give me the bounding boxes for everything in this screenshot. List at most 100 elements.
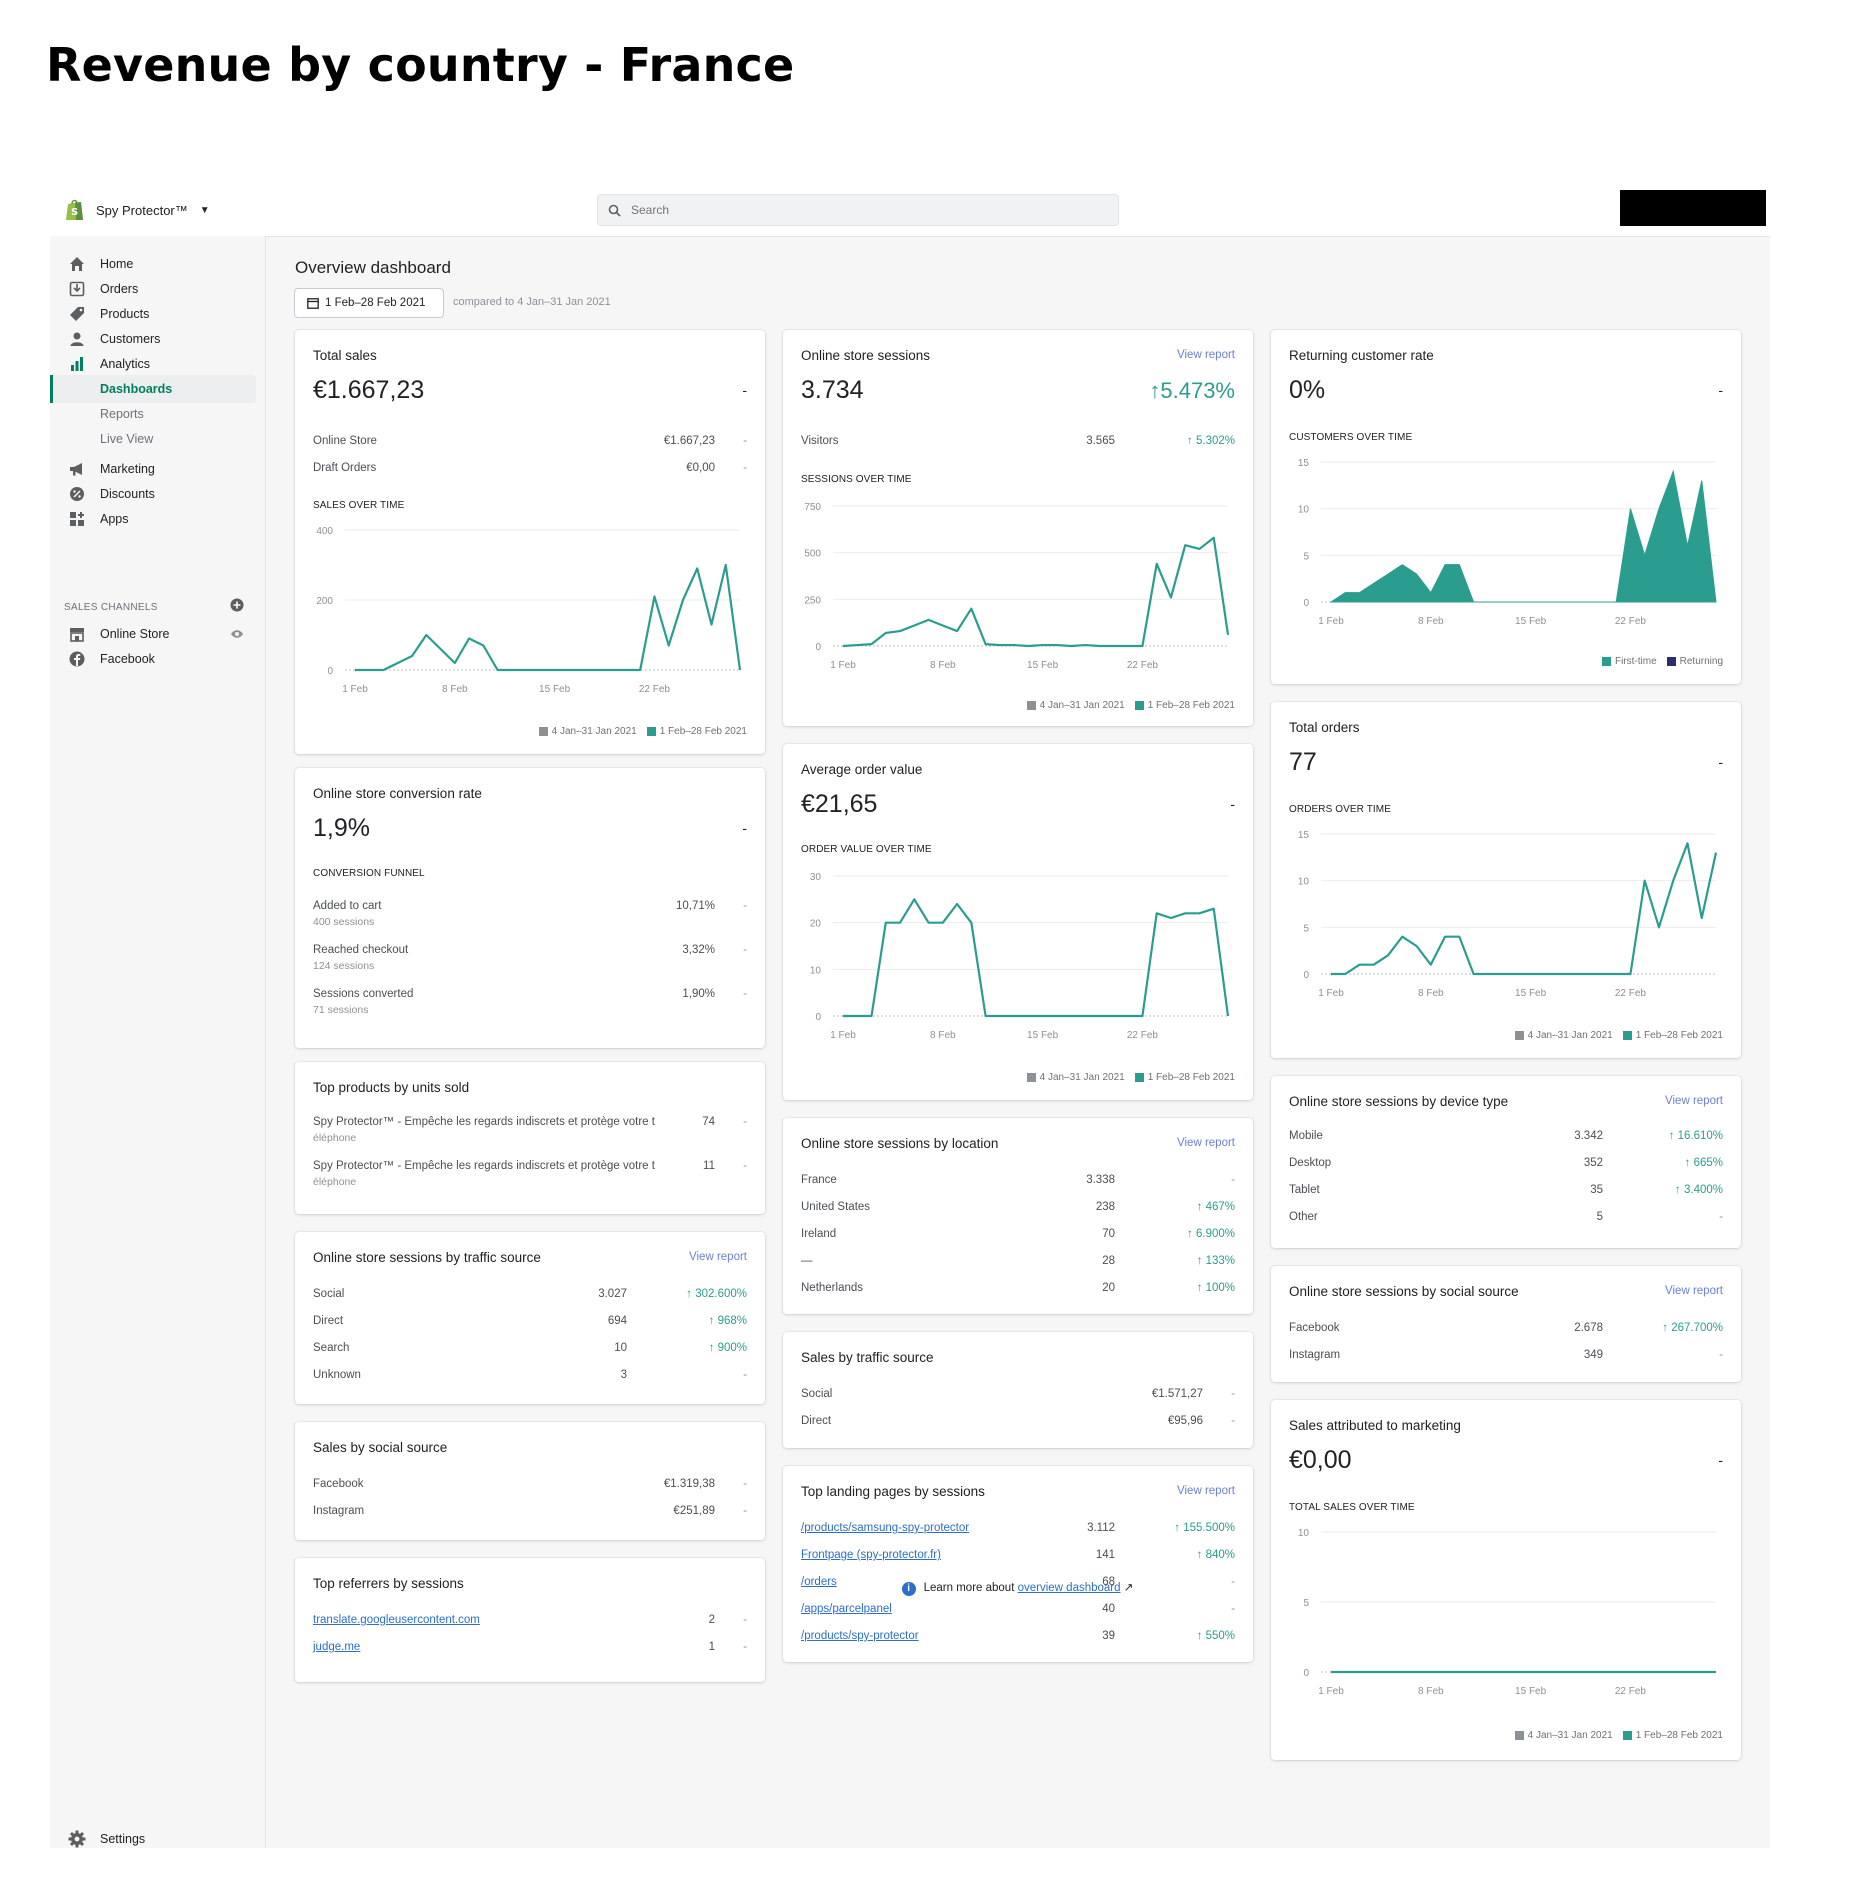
y-tick-label: 500 bbox=[804, 549, 821, 560]
landing-page-link[interactable]: /products/spy-protector bbox=[801, 1630, 919, 1642]
card-traffic-source: Online store sessions by traffic source … bbox=[295, 1232, 765, 1404]
total-sales-over-time-chart: 0 5 10 1 Feb 8 Feb 15 Feb 22 Feb bbox=[1298, 1528, 1716, 1697]
table-row: Netherlands 20 ↑ 100% bbox=[801, 1282, 1235, 1294]
x-tick-label: 1 Feb bbox=[830, 1030, 856, 1041]
page-title: Overview dashboard bbox=[295, 258, 451, 277]
table-row: judge.me 1- bbox=[313, 1641, 747, 1653]
table-row: Tablet 35 ↑ 3.400% bbox=[1289, 1184, 1723, 1196]
y-tick-label: 10 bbox=[1298, 505, 1310, 516]
chevron-down-icon: ▼ bbox=[199, 204, 210, 216]
x-tick-label: 8 Feb bbox=[1418, 1686, 1444, 1697]
series-area bbox=[1329, 469, 1717, 603]
customers-over-time-chart: 0 5 10 15 1 Feb 8 Feb 15 Feb 22 Feb bbox=[1298, 458, 1717, 627]
table-row: /products/spy-protector 39 ↑ 550% bbox=[801, 1630, 1235, 1642]
y-tick-label: 0 bbox=[1303, 970, 1309, 981]
x-tick-label: 15 Feb bbox=[1027, 660, 1059, 671]
card-top-products: Top products by units sold Spy Protector… bbox=[295, 1062, 765, 1214]
landing-page-link[interactable]: /apps/parcelpanel bbox=[801, 1603, 892, 1615]
discount-icon bbox=[68, 485, 86, 503]
view-report-link[interactable]: View report bbox=[1665, 1285, 1723, 1297]
card-sales-attributed-marketing: Sales attributed to marketing €0,00 - TO… bbox=[1271, 1400, 1741, 1760]
table-row: Social €1.571,27- bbox=[801, 1388, 1235, 1400]
card-total-sales: Total sales €1.667,23 - Online Store €1.6… bbox=[295, 330, 765, 754]
search-box[interactable] bbox=[597, 194, 1119, 226]
store-icon bbox=[68, 625, 86, 643]
sidebar-item-facebook[interactable]: Facebook bbox=[50, 645, 256, 673]
view-report-link[interactable]: View report bbox=[689, 1251, 747, 1263]
y-tick-label: 0 bbox=[1303, 598, 1309, 609]
y-tick-label: 5 bbox=[1303, 923, 1309, 934]
x-tick-label: 15 Feb bbox=[1515, 988, 1547, 999]
y-tick-label: 15 bbox=[1298, 830, 1310, 841]
landing-page-link[interactable]: /products/samsung-spy-protector bbox=[801, 1522, 970, 1534]
order-value-over-time-chart: 0 10 20 30 1 Feb 8 Feb 15 Feb 22 Feb bbox=[810, 872, 1230, 1041]
x-tick-label: 8 Feb bbox=[930, 1030, 956, 1041]
sidebar-item-customers[interactable]: Customers bbox=[50, 325, 256, 353]
svg-text:S: S bbox=[71, 207, 78, 218]
table-row: Ireland 70 ↑ 6.900% bbox=[801, 1228, 1235, 1240]
active-indicator bbox=[50, 375, 53, 403]
x-tick-label: 1 Feb bbox=[830, 660, 856, 671]
x-tick-label: 22 Feb bbox=[1127, 660, 1159, 671]
view-report-link[interactable]: View report bbox=[1177, 1137, 1235, 1149]
sales-channels-heading: SALES CHANNELS bbox=[64, 602, 158, 613]
redacted-account-area[interactable] bbox=[1620, 190, 1766, 226]
store-name: Spy Protector™ bbox=[96, 202, 188, 218]
sidebar-item-analytics[interactable]: Analytics bbox=[50, 350, 256, 378]
table-row: Online Store €1.667,23- bbox=[313, 435, 747, 447]
table-row: Direct €95,96- bbox=[801, 1415, 1235, 1427]
y-tick-label: 10 bbox=[810, 965, 822, 976]
sidebar-item-products[interactable]: Products bbox=[50, 300, 256, 328]
sessions-delta: ↑5.473% bbox=[1149, 378, 1235, 403]
table-row: Reached checkout 124 sessions 3,32% - bbox=[313, 944, 747, 972]
page-heading: Revenue by country - France bbox=[46, 38, 795, 92]
sidebar-item-discounts[interactable]: Discounts bbox=[50, 480, 256, 508]
landing-page-link[interactable]: Frontpage (spy-protector.fr) bbox=[801, 1549, 941, 1561]
table-row: Desktop 352 ↑ 665% bbox=[1289, 1157, 1723, 1169]
total-sales-value: €1.667,23 bbox=[313, 376, 425, 404]
table-row: Sessions converted 71 sessions 1,90% - bbox=[313, 988, 747, 1016]
x-tick-label: 8 Feb bbox=[442, 684, 468, 695]
bar-chart-icon bbox=[68, 355, 86, 373]
list-item: Spy Protector™ - Empêche les regards ind… bbox=[313, 1160, 747, 1188]
view-report-link[interactable]: View report bbox=[1665, 1095, 1723, 1107]
landing-page-link[interactable]: /orders bbox=[801, 1576, 837, 1588]
table-row: United States 238 ↑ 467% bbox=[801, 1201, 1235, 1213]
view-report-link[interactable]: View report bbox=[1177, 349, 1235, 361]
sidebar-item-live-view[interactable]: Live View bbox=[100, 432, 154, 446]
sidebar-item-dashboards[interactable]: Dashboards bbox=[50, 375, 256, 403]
x-tick-label: 15 Feb bbox=[1027, 1030, 1059, 1041]
view-report-link[interactable]: View report bbox=[1177, 1485, 1235, 1497]
date-range-picker[interactable]: 1 Feb–28 Feb 2021 bbox=[294, 288, 444, 318]
sidebar-item-orders[interactable]: Orders bbox=[50, 275, 256, 303]
search-icon bbox=[608, 204, 621, 217]
sidebar-item-reports[interactable]: Reports bbox=[100, 407, 144, 421]
sidebar-item-home[interactable]: Home bbox=[50, 250, 256, 278]
table-row: Instagram 349- bbox=[1289, 1349, 1723, 1361]
table-row: Social 3.027 ↑ 302.600% bbox=[313, 1288, 747, 1300]
table-row: Direct 694 ↑ 968% bbox=[313, 1315, 747, 1327]
table-row: translate.googleusercontent.com 2- bbox=[313, 1614, 747, 1626]
store-switcher[interactable]: S Spy Protector™ ▼ bbox=[64, 198, 210, 222]
comparison-period: compared to 4 Jan–31 Jan 2021 bbox=[453, 296, 611, 308]
x-tick-label: 22 Feb bbox=[1127, 1030, 1159, 1041]
sidebar-item-online-store[interactable]: Online Store bbox=[50, 620, 256, 648]
sidebar-item-apps[interactable]: Apps bbox=[50, 505, 256, 533]
table-row: —28 ↑ 133% bbox=[801, 1255, 1235, 1267]
overview-dashboard-link[interactable]: overview dashboard bbox=[1017, 1582, 1121, 1594]
eye-icon[interactable] bbox=[230, 627, 244, 641]
table-row: /apps/parcelpanel 40- bbox=[801, 1603, 1235, 1615]
referrer-link[interactable]: translate.googleusercontent.com bbox=[313, 1614, 480, 1626]
y-tick-label: 400 bbox=[316, 526, 333, 537]
home-icon bbox=[68, 255, 86, 273]
shopify-bag-icon: S bbox=[66, 199, 83, 220]
x-tick-label: 22 Feb bbox=[1615, 988, 1647, 999]
sidebar-item-settings[interactable]: Settings bbox=[50, 1826, 256, 1854]
y-tick-label: 30 bbox=[810, 872, 822, 883]
search-input[interactable] bbox=[629, 202, 1033, 218]
x-tick-label: 15 Feb bbox=[539, 684, 571, 695]
sidebar-item-marketing[interactable]: Marketing bbox=[50, 455, 256, 483]
referrer-link[interactable]: judge.me bbox=[313, 1641, 361, 1653]
y-tick-label: 10 bbox=[1298, 877, 1310, 888]
add-channel-icon[interactable] bbox=[230, 598, 244, 612]
